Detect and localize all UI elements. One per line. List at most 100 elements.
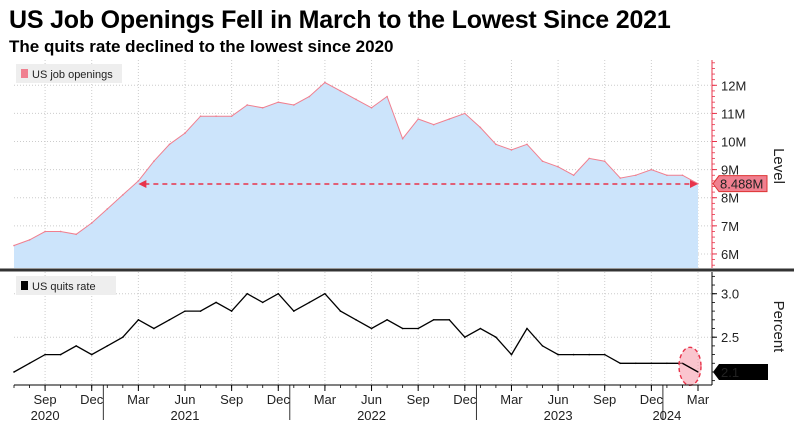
openings-data-point xyxy=(199,115,202,118)
quits-data-point xyxy=(339,310,342,312)
quits-data-point xyxy=(619,362,622,365)
openings-y-tick-label: 9M xyxy=(721,163,739,178)
openings-y-axis-title: Level xyxy=(770,148,787,184)
openings-data-point xyxy=(619,177,622,179)
openings-data-point xyxy=(510,149,513,151)
openings-data-point xyxy=(479,126,482,129)
quits-legend-swatch xyxy=(21,281,28,290)
openings-data-point xyxy=(153,160,155,162)
openings-data-point xyxy=(293,104,295,106)
panel-separator xyxy=(0,268,794,272)
quits-data-point xyxy=(215,301,217,304)
openings-data-point xyxy=(215,115,217,118)
openings-last-value-tag xyxy=(712,175,768,193)
openings-data-point xyxy=(401,137,404,140)
openings-data-point xyxy=(122,194,124,196)
quits-data-point xyxy=(28,362,31,365)
openings-data-point xyxy=(370,106,373,109)
openings-data-point xyxy=(308,95,311,98)
quits-data-point xyxy=(386,319,388,321)
shared-x-axis: Sep Dec Mar Jun Sep Dec Mar Jun Sep Dec Mar Jun Sep D… xyxy=(0,268,794,422)
openings-data-point xyxy=(184,132,186,134)
openings-legend-label: US job openings xyxy=(32,69,113,81)
openings-data-point xyxy=(137,180,140,182)
quits-data-point xyxy=(432,319,435,321)
quits-y-axis-title: Percent xyxy=(770,301,787,354)
quits-data-point xyxy=(308,301,311,304)
quits-data-point xyxy=(572,353,575,356)
reference-arrow-left-icon xyxy=(138,180,147,189)
quits-data-point xyxy=(417,327,419,330)
x-month-label: Sep xyxy=(593,392,616,407)
quits-gridlines xyxy=(14,272,712,385)
openings-y-tick-label: 8M xyxy=(721,191,739,206)
openings-legend-swatch xyxy=(21,69,28,78)
x-month-label: Sep xyxy=(407,392,430,407)
openings-data-point xyxy=(588,157,590,160)
right-axes: 6M 7M 8M 9M 10M 11M 12M Level 8.488M 2.5 3.0 Percen… xyxy=(711,60,787,385)
openings-data-point xyxy=(386,95,388,98)
openings-data-point xyxy=(603,160,606,162)
openings-data-point xyxy=(168,143,171,146)
openings-data-point xyxy=(572,174,575,177)
openings-legend-box xyxy=(16,64,122,83)
quits-data-point xyxy=(246,292,248,295)
openings-data-point xyxy=(355,98,357,101)
quits-data-point xyxy=(650,362,653,365)
x-month-label: Jun xyxy=(361,392,382,407)
quits-legend-label: US quits rate xyxy=(32,281,96,293)
openings-data-point xyxy=(541,160,544,162)
quits-data-point xyxy=(261,301,264,304)
openings-data-point xyxy=(650,168,653,171)
openings-data-point xyxy=(464,112,466,115)
quits-y-tick-label: 2.5 xyxy=(721,330,739,345)
quits-y-tick-label: 3.0 xyxy=(721,287,739,302)
quits-data-point xyxy=(137,319,140,321)
quits-data-point xyxy=(75,345,77,347)
quits-last-value-label: 2.1 xyxy=(721,365,739,380)
openings-data-point xyxy=(432,123,435,126)
quits-data-point xyxy=(122,336,124,338)
openings-data-point xyxy=(44,230,46,233)
openings-y-tick-label: 7M xyxy=(721,219,739,234)
quits-panel: US quits rate xyxy=(13,276,702,386)
quits-data-point xyxy=(448,319,451,321)
quits-data-point xyxy=(44,353,46,356)
quits-series-line xyxy=(13,292,699,373)
x-month-label: Mar xyxy=(687,392,710,407)
quits-data-point xyxy=(588,353,590,356)
quits-data-point xyxy=(184,310,186,312)
openings-last-value-label: 8.488M xyxy=(720,177,763,192)
quits-data-point xyxy=(401,327,404,330)
openings-data-point xyxy=(246,104,248,106)
x-month-label: Dec xyxy=(453,392,477,407)
quits-data-point xyxy=(541,345,544,347)
openings-y-tick-label: 6M xyxy=(721,247,739,262)
openings-data-point xyxy=(324,81,326,84)
openings-data-point xyxy=(28,239,31,241)
x-month-label: Sep xyxy=(34,392,57,407)
x-month-label: Dec xyxy=(80,392,104,407)
x-month-label: Mar xyxy=(314,392,337,407)
x-year-label: 2022 xyxy=(357,408,386,422)
openings-y-tick-label: 12M xyxy=(721,78,746,93)
x-month-label: Jun xyxy=(548,392,569,407)
x-month-label: Jun xyxy=(175,392,196,407)
quits-data-point xyxy=(355,319,357,321)
quits-data-point xyxy=(464,336,466,338)
x-month-label: Dec xyxy=(267,392,291,407)
quits-data-point xyxy=(370,327,373,330)
x-year-label: 2023 xyxy=(544,408,573,422)
quits-last-segment xyxy=(682,362,699,373)
openings-data-point xyxy=(13,244,15,247)
quits-data-point xyxy=(293,310,295,312)
quits-data-point xyxy=(666,362,668,365)
openings-data-point xyxy=(75,233,77,236)
openings-data-point xyxy=(90,222,93,224)
x-year-label: 2021 xyxy=(171,408,200,422)
quits-data-point xyxy=(495,336,497,338)
quits-data-point xyxy=(153,327,155,330)
quits-data-point xyxy=(277,292,280,295)
openings-data-point xyxy=(339,90,342,92)
